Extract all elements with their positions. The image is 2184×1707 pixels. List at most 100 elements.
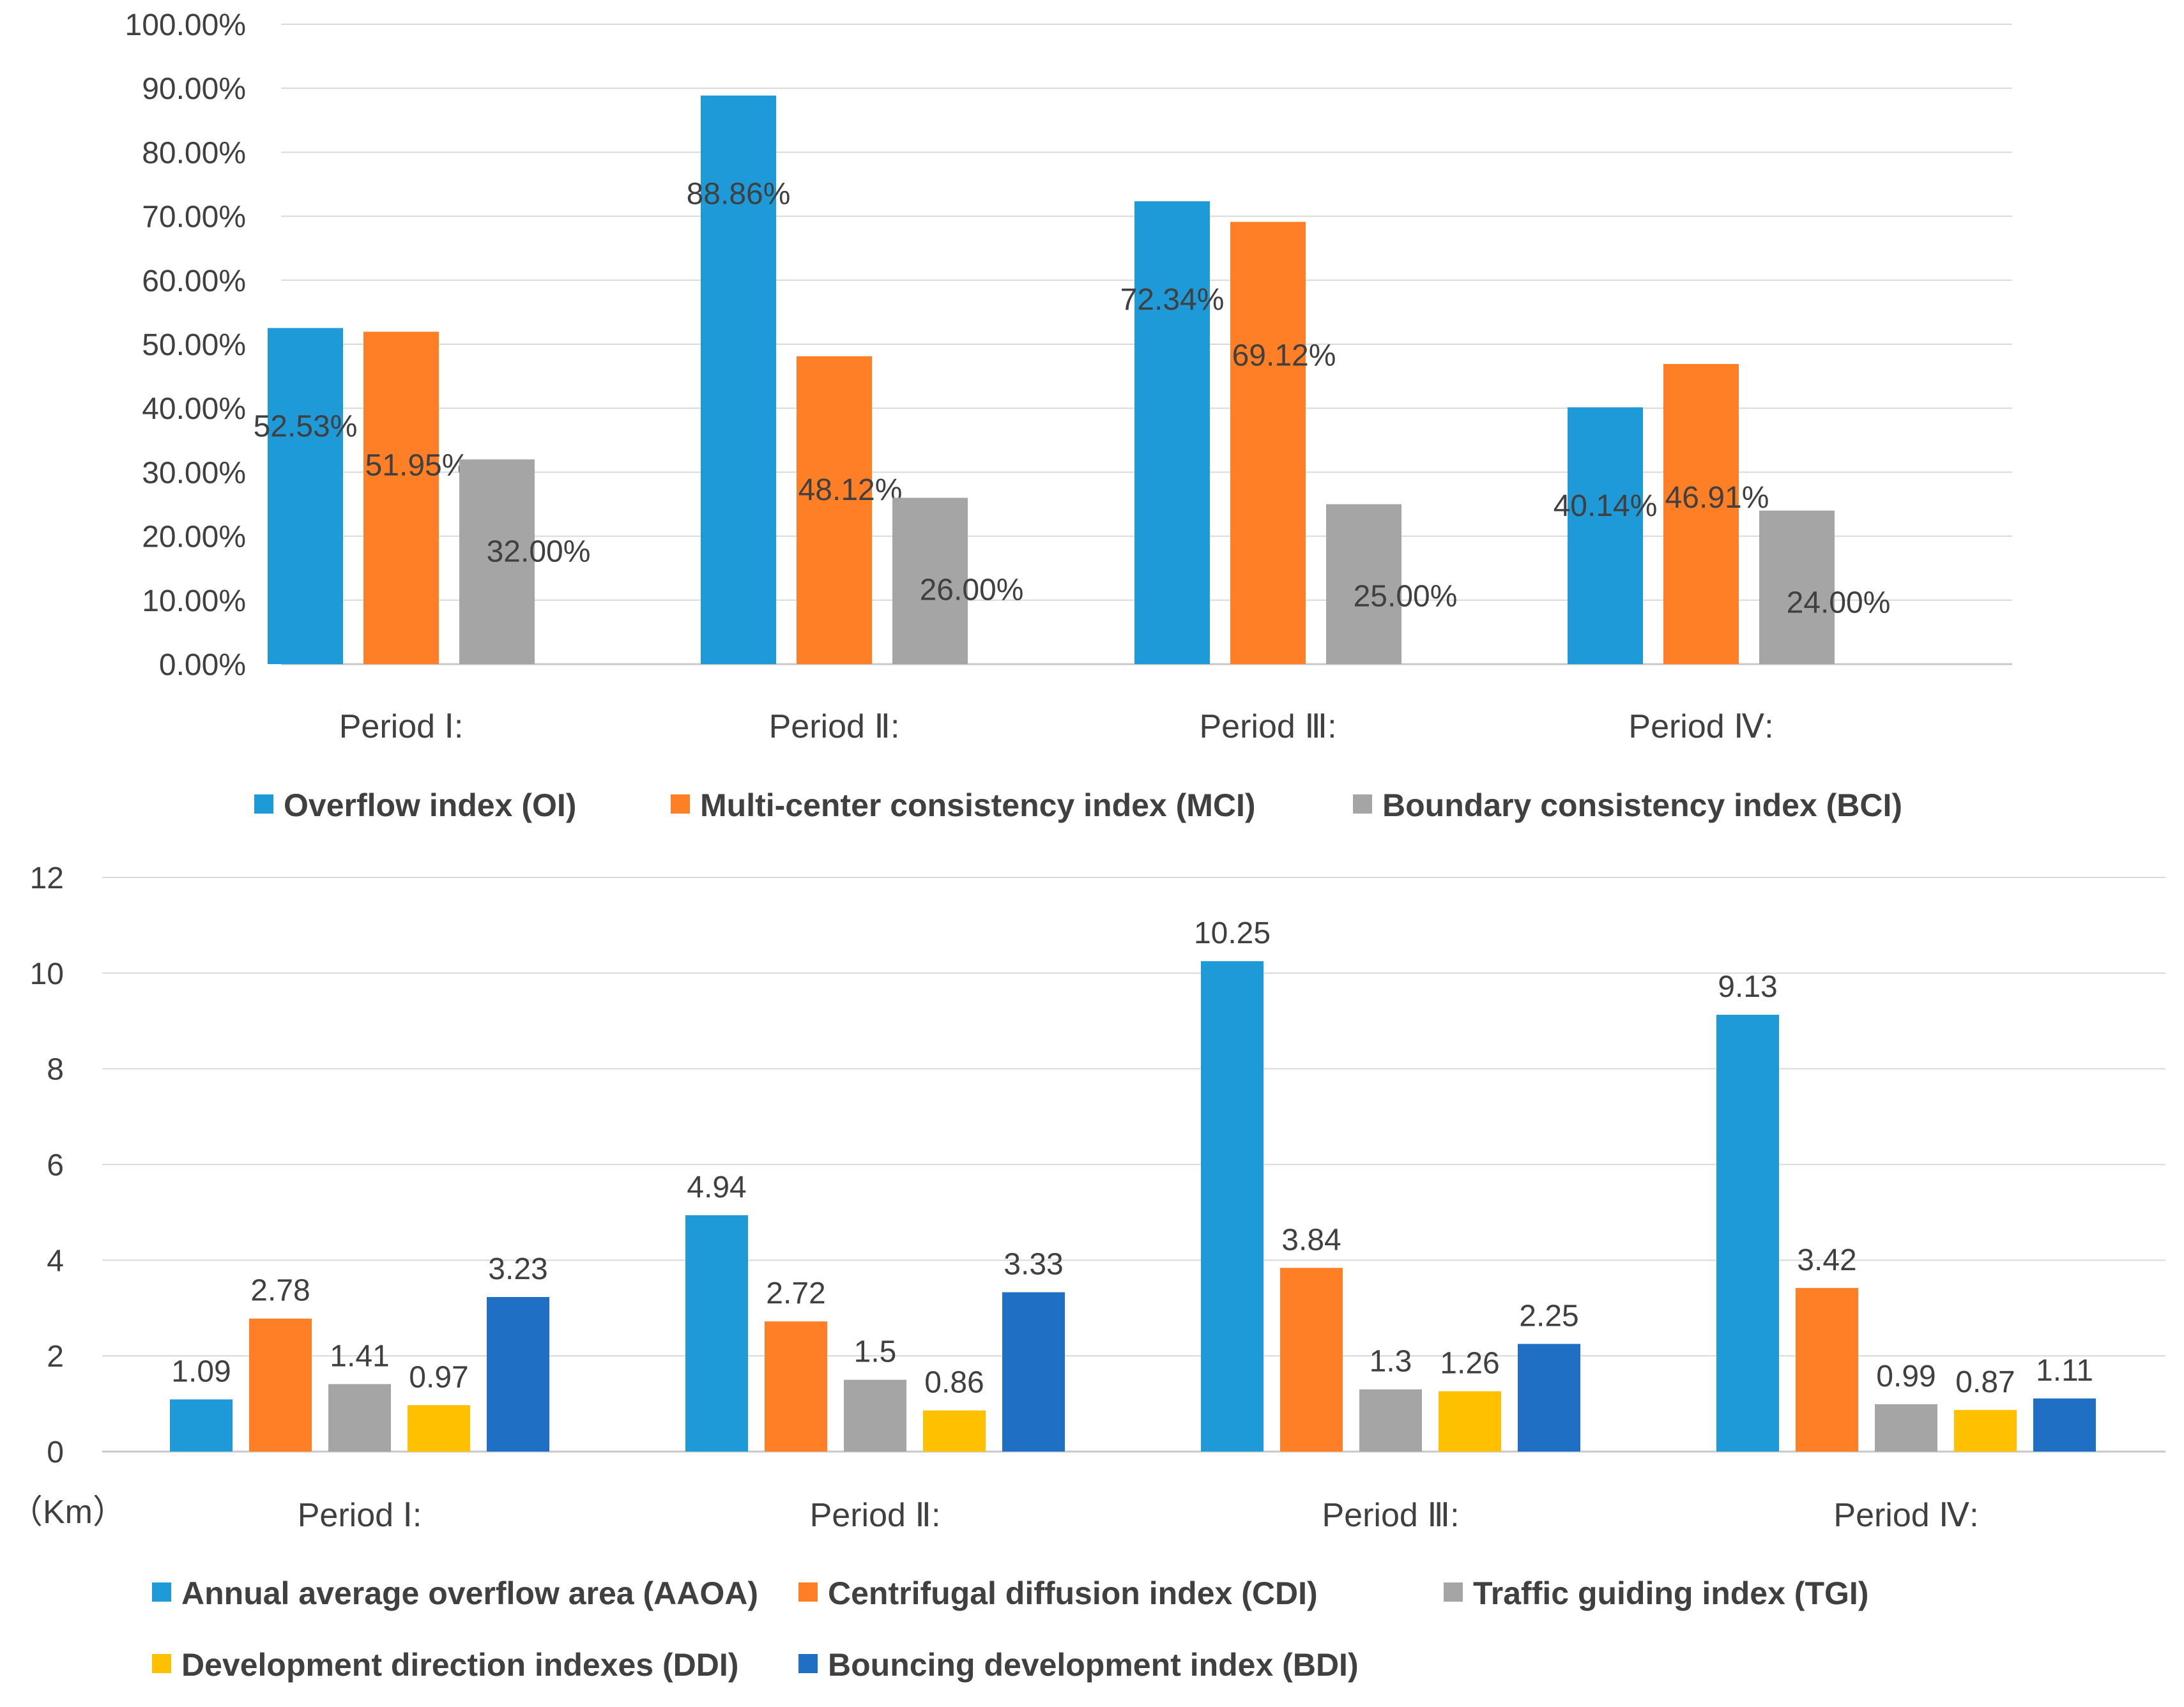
legend-swatch	[152, 1654, 171, 1673]
bar-multi-center-consistency-index-2	[797, 356, 872, 664]
bar-annual-average-overflow-area-3	[1201, 961, 1264, 1452]
legend-swatch	[1353, 794, 1372, 814]
bar-development-direction-indexes-3	[1439, 1391, 1501, 1452]
bar-boundary-consistency-index-2	[892, 497, 968, 664]
data-label: 1.11	[2036, 1354, 2093, 1388]
bar-boundary-consistency-index-3	[1326, 504, 1401, 664]
x-category-label: Period Ⅳ:	[1833, 1497, 1978, 1534]
legend-label: Multi-center consistency index (MCI)	[700, 787, 1256, 823]
data-label: 10.25	[1194, 916, 1271, 950]
data-label: 2.78	[250, 1274, 310, 1308]
bar-boundary-consistency-index-4	[1759, 510, 1835, 664]
legend: Overflow index (OI) Multi-center consiste…	[254, 787, 1902, 823]
y-tick-label: 0.00%	[159, 648, 246, 682]
data-label: 46.91%	[1665, 481, 1769, 515]
data-label: 51.95%	[365, 448, 470, 482]
data-label: 1.09	[171, 1354, 231, 1388]
y-tick-label: 12	[30, 861, 64, 895]
data-label: 1.3	[1370, 1345, 1412, 1379]
bar-traffic-guiding-index-3	[1359, 1389, 1422, 1452]
legend-label: Centrifugal diffusion index (CDI)	[828, 1575, 1318, 1611]
data-label: 9.13	[1718, 970, 1777, 1004]
data-label: 2.72	[766, 1277, 825, 1310]
legend-item-annual-average-overflow-area: Annual average overflow area (AAOA)	[152, 1575, 758, 1611]
y-tick-label: 10	[30, 957, 64, 991]
legend-swatch	[798, 1582, 818, 1602]
bar-centrifugal-diffusion-index-1	[249, 1318, 312, 1452]
data-label: 1.5	[854, 1335, 897, 1369]
bar-traffic-guiding-index-2	[844, 1379, 906, 1452]
data-label: 0.99	[1876, 1360, 1936, 1393]
y-tick-label: 30.00%	[142, 456, 246, 490]
data-label: 3.23	[488, 1252, 547, 1286]
x-category-label: Period Ⅱ:	[810, 1497, 941, 1534]
x-category-label: Period Ⅰ:	[339, 708, 464, 745]
data-label: 40.14%	[1554, 489, 1658, 523]
legend-swatch	[1444, 1582, 1463, 1602]
bar-centrifugal-diffusion-index-3	[1280, 1268, 1343, 1452]
legend-label: Development direction indexes (DDI)	[181, 1647, 738, 1683]
data-label: 3.42	[1797, 1243, 1856, 1277]
y-tick-label: 60.00%	[142, 264, 246, 298]
data-label: 88.86%	[687, 178, 791, 211]
data-label: 72.34%	[1120, 283, 1225, 317]
legend-item-development-direction-indexes: Development direction indexes (DDI)	[152, 1647, 738, 1683]
bar-traffic-guiding-index-4	[1875, 1404, 1937, 1452]
data-label: 1.41	[330, 1339, 389, 1373]
legend-item-bouncing-development-index: Bouncing development index (BDI)	[798, 1647, 1359, 1683]
bar-traffic-guiding-index-1	[328, 1384, 391, 1452]
bar-annual-average-overflow-area-1	[170, 1399, 233, 1452]
y-tick-label: 4	[47, 1244, 64, 1278]
bar-bouncing-development-index-2	[1002, 1292, 1065, 1452]
bar-development-direction-indexes-1	[408, 1405, 470, 1452]
legend-label: Annual average overflow area (AAOA)	[181, 1575, 758, 1611]
bar-development-direction-indexes-2	[923, 1410, 986, 1452]
bar-centrifugal-diffusion-index-4	[1796, 1287, 1858, 1452]
data-label: 0.86	[924, 1366, 984, 1400]
y-tick-label: 0	[47, 1436, 64, 1469]
legend-item-traffic-guiding-index: Traffic guiding index (TGI)	[1444, 1575, 1868, 1611]
data-label: 69.12%	[1232, 338, 1336, 372]
y-tick-label: 90.00%	[142, 72, 246, 106]
legend-item-boundary-consistency-index: Boundary consistency index (BCI)	[1353, 787, 1902, 823]
legend-label: Overflow index (OI)	[284, 787, 576, 823]
data-label: 3.84	[1281, 1223, 1341, 1257]
bar-development-direction-indexes-4	[1954, 1409, 2017, 1452]
bar-overflow-index-1	[268, 328, 343, 664]
x-category-label: Period Ⅲ:	[1199, 708, 1336, 745]
y-tick-label: 8	[47, 1053, 64, 1087]
bar-overflow-index-2	[701, 95, 776, 664]
unit-label: （Km）	[10, 1494, 126, 1531]
bar-annual-average-overflow-area-2	[685, 1215, 748, 1452]
y-tick-label: 6	[47, 1149, 64, 1183]
data-label: 26.00%	[920, 573, 1024, 607]
legend-item-centrifugal-diffusion-index: Centrifugal diffusion index (CDI)	[798, 1575, 1318, 1611]
data-label: 4.94	[687, 1171, 746, 1204]
legend-swatch	[152, 1582, 171, 1602]
bar-multi-center-consistency-index-3	[1230, 222, 1306, 664]
bar-bouncing-development-index-1	[487, 1297, 549, 1452]
data-label: 32.00%	[487, 535, 591, 568]
y-tick-label: 50.00%	[142, 328, 246, 362]
legend-label: Boundary consistency index (BCI)	[1382, 787, 1902, 823]
legend-swatch	[254, 794, 273, 814]
bar-multi-center-consistency-index-1	[363, 331, 439, 664]
data-label: 3.33	[1004, 1248, 1063, 1282]
y-tick-label: 40.00%	[142, 392, 246, 426]
y-tick-label: 100.00%	[125, 8, 247, 42]
data-label: 1.26	[1440, 1347, 1499, 1381]
y-tick-label: 2	[47, 1340, 64, 1374]
x-category-label: Period Ⅰ:	[298, 1497, 422, 1534]
data-label: 48.12%	[798, 473, 903, 507]
x-category-label: Period Ⅳ:	[1628, 708, 1773, 745]
bar-overflow-index-3	[1134, 201, 1210, 664]
data-label: 52.53%	[254, 410, 358, 444]
legend-item-multi-center-consistency-index: Multi-center consistency index (MCI)	[671, 787, 1256, 823]
bar-centrifugal-diffusion-index-2	[765, 1321, 827, 1452]
y-tick-label: 10.00%	[142, 584, 246, 618]
bar-multi-center-consistency-index-4	[1663, 363, 1739, 664]
x-category-label: Period Ⅲ:	[1322, 1497, 1459, 1534]
data-label: 24.00%	[1787, 586, 1891, 620]
legend-swatch	[671, 794, 690, 814]
